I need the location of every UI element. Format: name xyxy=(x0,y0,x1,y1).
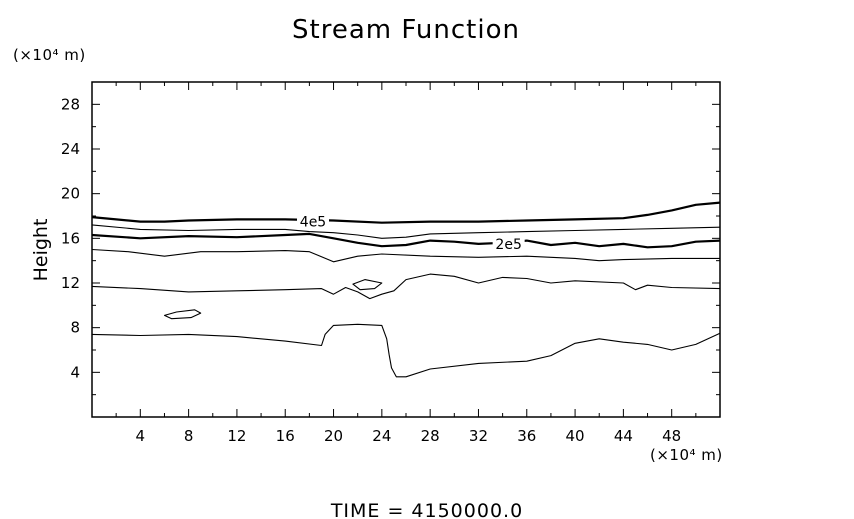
y-tick-label: 20 xyxy=(61,185,80,203)
contour-line xyxy=(91,201,721,224)
x-tick-label: 40 xyxy=(566,427,585,445)
y-axis-label: Height xyxy=(30,219,52,282)
contour-labels: 4e5 2e5 xyxy=(297,212,525,253)
axis-ticks xyxy=(92,82,720,417)
y-tick-label: 24 xyxy=(61,140,80,158)
x-tick-label: 20 xyxy=(324,427,343,445)
x-tick-label: 44 xyxy=(614,427,633,445)
contour-line xyxy=(91,273,721,300)
x-tick-label: 12 xyxy=(227,427,246,445)
time-footer: TIME = 4150000.0 xyxy=(330,500,523,519)
y-tick-label: 16 xyxy=(61,229,80,247)
y-tick-labels: 4 8 12 16 20 24 28 xyxy=(61,95,80,381)
contour-line xyxy=(91,224,721,239)
x-tick-label: 28 xyxy=(421,427,440,445)
y-tick-label: 12 xyxy=(61,274,80,292)
contour-label-bg xyxy=(297,212,330,229)
y-tick-label: 4 xyxy=(70,363,80,381)
x-tick-label: 48 xyxy=(662,427,681,445)
contour-label: 4e5 xyxy=(300,215,326,231)
chart-title: Stream Function xyxy=(292,15,520,45)
x-tick-label: 36 xyxy=(517,427,536,445)
x-tick-label: 24 xyxy=(372,427,391,445)
x-tick-label: 8 xyxy=(184,427,194,445)
contour-label-bg xyxy=(492,234,525,251)
x-tick-label: 32 xyxy=(469,427,488,445)
x-tick-labels: 4 8 12 16 20 24 28 32 36 40 44 48 xyxy=(136,427,682,445)
contour-lines xyxy=(91,201,721,378)
contour-line xyxy=(91,323,721,378)
x-tick-label: 4 xyxy=(136,427,146,445)
plot-area-frame xyxy=(91,81,721,418)
x-tick-label: 16 xyxy=(276,427,295,445)
y-tick-label: 28 xyxy=(61,95,80,113)
x-axis-unit: (×10⁴ m) xyxy=(650,446,723,464)
contour-line xyxy=(91,232,721,249)
contour-line xyxy=(163,309,202,320)
contour-line xyxy=(352,279,383,291)
y-tick-label: 8 xyxy=(70,319,80,337)
y-axis-unit: (×10⁴ m) xyxy=(13,46,86,64)
contour-label: 2e5 xyxy=(495,237,521,253)
contour-line xyxy=(91,248,720,263)
